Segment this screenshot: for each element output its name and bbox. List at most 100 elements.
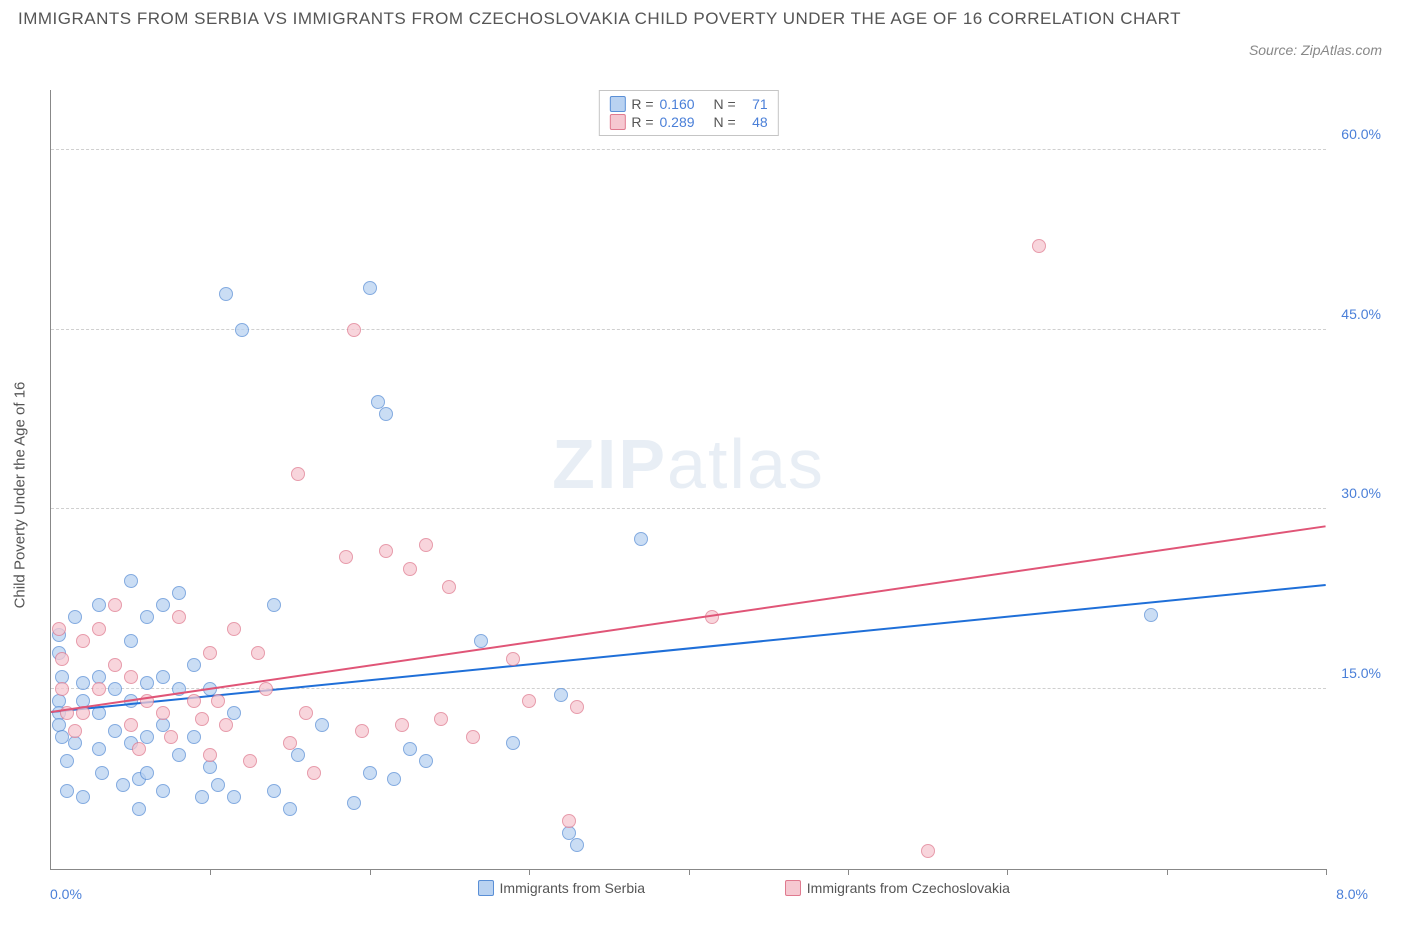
scatter-point — [570, 700, 584, 714]
stats-legend-box: R =0.160N =71R =0.289N =48 — [598, 90, 778, 136]
y-axis-label: Child Poverty Under the Age of 16 — [12, 382, 29, 609]
scatter-point — [108, 598, 122, 612]
scatter-point — [379, 407, 393, 421]
source-name: ZipAtlas.com — [1301, 42, 1382, 58]
scatter-point — [307, 766, 321, 780]
source-attribution: Source: ZipAtlas.com — [1249, 42, 1382, 58]
scatter-point — [195, 712, 209, 726]
scatter-point — [52, 622, 66, 636]
scatter-point — [55, 652, 69, 666]
scatter-point — [187, 694, 201, 708]
scatter-point — [419, 754, 433, 768]
scatter-point — [522, 694, 536, 708]
scatter-point — [156, 706, 170, 720]
scatter-point — [442, 580, 456, 594]
x-legend-czech: Immigrants from Czechoslovakia — [785, 880, 1010, 896]
gridline — [51, 149, 1326, 150]
scatter-point — [76, 676, 90, 690]
scatter-point — [92, 742, 106, 756]
scatter-point — [116, 778, 130, 792]
plot-area: ZIPatlas R =0.160N =71R =0.289N =48 15.0… — [50, 90, 1326, 870]
n-label: N = — [714, 114, 736, 130]
scatter-point — [395, 718, 409, 732]
scatter-point — [355, 724, 369, 738]
x-legend-serbia-label: Immigrants from Serbia — [500, 880, 645, 896]
scatter-point — [921, 844, 935, 858]
scatter-point — [283, 802, 297, 816]
y-tick-label: 60.0% — [1341, 126, 1381, 142]
scatter-point — [339, 550, 353, 564]
gridline — [51, 508, 1326, 509]
watermark-light: atlas — [667, 425, 825, 503]
n-label: N = — [714, 96, 736, 112]
scatter-point — [299, 706, 313, 720]
scatter-point — [379, 544, 393, 558]
scatter-point — [1144, 608, 1158, 622]
scatter-point — [68, 736, 82, 750]
x-tick — [529, 869, 530, 875]
scatter-point — [634, 532, 648, 546]
source-label: Source: — [1249, 42, 1301, 58]
x-tick — [210, 869, 211, 875]
scatter-point — [187, 658, 201, 672]
scatter-point — [172, 610, 186, 624]
scatter-point — [164, 730, 178, 744]
x-tick — [370, 869, 371, 875]
scatter-point — [267, 598, 281, 612]
scatter-point — [203, 748, 217, 762]
trend-line — [51, 584, 1326, 713]
scatter-point — [347, 796, 361, 810]
scatter-point — [347, 323, 361, 337]
scatter-point — [76, 790, 90, 804]
scatter-point — [419, 538, 433, 552]
gridline — [51, 688, 1326, 689]
y-tick-label: 45.0% — [1341, 306, 1381, 322]
scatter-point — [132, 742, 146, 756]
x-tick — [689, 869, 690, 875]
r-value: 0.289 — [660, 114, 708, 130]
scatter-point — [291, 467, 305, 481]
x-legend-serbia: Immigrants from Serbia — [478, 880, 645, 896]
scatter-point — [68, 724, 82, 738]
scatter-point — [403, 562, 417, 576]
x-tick — [1167, 869, 1168, 875]
trend-line — [51, 525, 1326, 713]
x-axis-end-label: 8.0% — [1336, 886, 1368, 902]
r-label: R = — [631, 96, 653, 112]
y-tick-label: 15.0% — [1341, 665, 1381, 681]
scatter-point — [554, 688, 568, 702]
x-legend-czech-label: Immigrants from Czechoslovakia — [807, 880, 1010, 896]
scatter-point — [315, 718, 329, 732]
scatter-point — [219, 718, 233, 732]
stats-row: R =0.160N =71 — [609, 95, 767, 113]
x-tick — [1007, 869, 1008, 875]
scatter-point — [227, 790, 241, 804]
scatter-point — [195, 790, 209, 804]
n-value: 71 — [742, 96, 768, 112]
scatter-point — [403, 742, 417, 756]
scatter-point — [211, 778, 225, 792]
scatter-point — [506, 652, 520, 666]
scatter-point — [108, 724, 122, 738]
chart-area: Child Poverty Under the Age of 16 ZIPatl… — [50, 90, 1386, 900]
scatter-point — [124, 574, 138, 588]
scatter-point — [60, 784, 74, 798]
scatter-point — [124, 634, 138, 648]
square-icon — [609, 96, 625, 112]
chart-title: IMMIGRANTS FROM SERBIA VS IMMIGRANTS FRO… — [18, 6, 1226, 32]
scatter-point — [140, 676, 154, 690]
scatter-point — [172, 748, 186, 762]
scatter-point — [283, 736, 297, 750]
scatter-point — [251, 646, 265, 660]
scatter-point — [60, 754, 74, 768]
scatter-point — [363, 281, 377, 295]
scatter-point — [363, 766, 377, 780]
scatter-point — [132, 802, 146, 816]
scatter-point — [92, 622, 106, 636]
scatter-point — [267, 784, 281, 798]
scatter-point — [203, 646, 217, 660]
scatter-point — [140, 766, 154, 780]
scatter-point — [92, 682, 106, 696]
watermark-bold: ZIP — [552, 425, 667, 503]
scatter-point — [95, 766, 109, 780]
